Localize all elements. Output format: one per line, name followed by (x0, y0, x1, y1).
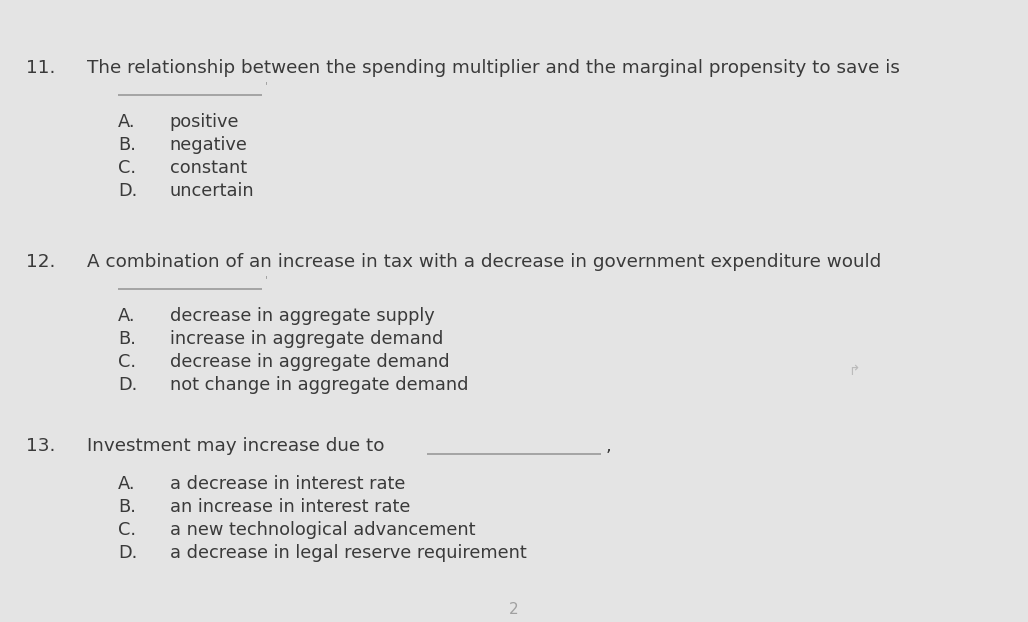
Text: positive: positive (170, 113, 240, 131)
Text: increase in aggregate demand: increase in aggregate demand (170, 330, 443, 348)
Text: ': ' (265, 81, 268, 91)
Text: a new technological advancement: a new technological advancement (170, 521, 475, 539)
Text: B.: B. (118, 136, 136, 154)
Text: ,: , (605, 437, 612, 455)
Text: A combination of an increase in tax with a decrease in government expenditure wo: A combination of an increase in tax with… (87, 253, 882, 271)
Text: not change in aggregate demand: not change in aggregate demand (170, 376, 468, 394)
Text: constant: constant (170, 159, 247, 177)
Text: decrease in aggregate demand: decrease in aggregate demand (170, 353, 449, 371)
Text: D.: D. (118, 182, 138, 200)
Text: D.: D. (118, 544, 138, 562)
Text: an increase in interest rate: an increase in interest rate (170, 498, 410, 516)
Text: A.: A. (118, 307, 136, 325)
Text: Investment may increase due to: Investment may increase due to (87, 437, 384, 455)
Text: 2: 2 (509, 602, 519, 617)
Text: The relationship between the spending multiplier and the marginal propensity to : The relationship between the spending mu… (87, 59, 901, 77)
Text: a decrease in interest rate: a decrease in interest rate (170, 475, 405, 493)
Text: C.: C. (118, 159, 137, 177)
Text: C.: C. (118, 353, 137, 371)
Text: A.: A. (118, 113, 136, 131)
Text: D.: D. (118, 376, 138, 394)
Text: 13.: 13. (26, 437, 56, 455)
Text: A.: A. (118, 475, 136, 493)
Text: ': ' (265, 276, 268, 285)
Text: uncertain: uncertain (170, 182, 254, 200)
Text: 12.: 12. (26, 253, 56, 271)
Text: B.: B. (118, 498, 136, 516)
Text: C.: C. (118, 521, 137, 539)
Text: B.: B. (118, 330, 136, 348)
Text: negative: negative (170, 136, 248, 154)
Text: decrease in aggregate supply: decrease in aggregate supply (170, 307, 435, 325)
Text: ↱: ↱ (848, 364, 859, 378)
Text: 11.: 11. (26, 59, 56, 77)
Text: a decrease in legal reserve requirement: a decrease in legal reserve requirement (170, 544, 526, 562)
